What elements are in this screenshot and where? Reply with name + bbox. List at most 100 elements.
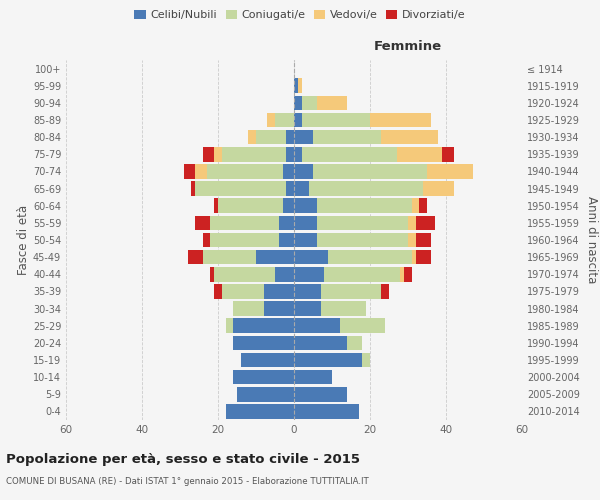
Bar [294, 250, 328, 264]
Bar [294, 182, 309, 196]
Bar [214, 198, 218, 213]
Bar [294, 267, 325, 281]
Bar [404, 267, 412, 281]
Y-axis label: Fasce di età: Fasce di età [17, 205, 30, 275]
Bar [188, 250, 203, 264]
Bar [309, 182, 423, 196]
Bar [294, 387, 347, 402]
Bar [241, 352, 294, 368]
Legend: Celibi/Nubili, Coniugati/e, Vedovi/e, Divorziati/e: Celibi/Nubili, Coniugati/e, Vedovi/e, Di… [130, 6, 470, 25]
Bar [427, 164, 473, 178]
Bar [347, 336, 362, 350]
Bar [268, 112, 275, 128]
Bar [294, 352, 362, 368]
Bar [195, 182, 286, 196]
Bar [294, 78, 298, 93]
Bar [294, 404, 359, 418]
Text: COMUNE DI BUSANA (RE) - Dati ISTAT 1° gennaio 2015 - Elaborazione TUTTITALIA.IT: COMUNE DI BUSANA (RE) - Dati ISTAT 1° ge… [6, 478, 369, 486]
Bar [294, 130, 313, 144]
Bar [370, 112, 431, 128]
Bar [317, 232, 408, 248]
Bar [442, 147, 454, 162]
Bar [256, 130, 286, 144]
Bar [317, 198, 412, 213]
Bar [419, 198, 427, 213]
Bar [203, 250, 256, 264]
Bar [382, 130, 439, 144]
Bar [397, 147, 442, 162]
Bar [263, 284, 294, 298]
Bar [214, 147, 222, 162]
Bar [275, 267, 294, 281]
Bar [294, 318, 340, 333]
Bar [320, 302, 366, 316]
Bar [237, 387, 294, 402]
Bar [226, 318, 233, 333]
Text: Femmine: Femmine [374, 40, 442, 53]
Bar [320, 284, 382, 298]
Bar [294, 216, 317, 230]
Bar [294, 302, 320, 316]
Bar [294, 284, 320, 298]
Bar [294, 232, 317, 248]
Bar [279, 216, 294, 230]
Bar [206, 164, 283, 178]
Bar [218, 198, 283, 213]
Bar [214, 267, 275, 281]
Bar [214, 284, 222, 298]
Bar [416, 250, 431, 264]
Bar [294, 198, 317, 213]
Bar [275, 112, 294, 128]
Bar [302, 96, 317, 110]
Bar [340, 318, 385, 333]
Bar [317, 96, 347, 110]
Bar [423, 182, 454, 196]
Bar [382, 284, 389, 298]
Bar [313, 164, 427, 178]
Bar [408, 232, 416, 248]
Bar [283, 198, 294, 213]
Text: Popolazione per età, sesso e stato civile - 2015: Popolazione per età, sesso e stato civil… [6, 452, 360, 466]
Bar [286, 182, 294, 196]
Bar [283, 164, 294, 178]
Y-axis label: Anni di nascita: Anni di nascita [585, 196, 598, 284]
Bar [203, 147, 214, 162]
Bar [412, 198, 419, 213]
Bar [248, 130, 256, 144]
Bar [286, 147, 294, 162]
Bar [313, 130, 382, 144]
Bar [233, 302, 263, 316]
Bar [325, 267, 400, 281]
Bar [302, 112, 370, 128]
Bar [298, 78, 302, 93]
Bar [294, 96, 302, 110]
Bar [256, 250, 294, 264]
Bar [400, 267, 404, 281]
Bar [233, 336, 294, 350]
Bar [279, 232, 294, 248]
Bar [226, 404, 294, 418]
Bar [416, 232, 431, 248]
Bar [294, 147, 302, 162]
Bar [211, 232, 279, 248]
Bar [302, 147, 397, 162]
Bar [195, 216, 211, 230]
Bar [328, 250, 412, 264]
Bar [211, 267, 214, 281]
Bar [203, 232, 211, 248]
Bar [294, 112, 302, 128]
Bar [294, 164, 313, 178]
Bar [263, 302, 294, 316]
Bar [195, 164, 206, 178]
Bar [222, 147, 286, 162]
Bar [294, 336, 347, 350]
Bar [317, 216, 408, 230]
Bar [408, 216, 416, 230]
Bar [222, 284, 263, 298]
Bar [362, 352, 370, 368]
Bar [416, 216, 434, 230]
Bar [233, 318, 294, 333]
Bar [286, 130, 294, 144]
Bar [294, 370, 332, 384]
Bar [184, 164, 195, 178]
